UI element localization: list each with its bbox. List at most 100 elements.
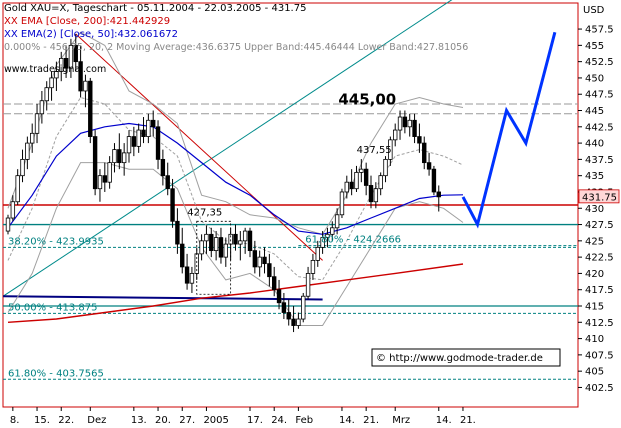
downtrend-trendline [75,33,323,261]
y-tick-label: 415 [585,302,604,313]
candle-body [330,227,335,235]
candle-body [373,188,379,203]
candle-body [175,220,180,245]
uptrend-trendline [2,0,453,297]
y-tick-label: 435 [585,171,604,182]
candle-body [150,119,156,128]
candle-body [412,119,417,137]
candle-body [189,273,195,284]
candle-body [204,233,209,242]
candle-body [359,168,364,173]
candle-body [339,191,345,216]
candle-body [392,129,398,141]
candle-body [271,276,277,291]
candle-body [252,250,258,268]
candle-body [184,266,190,284]
candle-body [286,312,291,320]
candle-body [73,44,78,63]
candle-body [29,132,35,144]
candle-body [165,175,170,190]
candle-body [354,172,359,190]
candle-body [170,188,175,222]
candle-body [417,136,422,144]
fib-label: 61.80% - 403.7565 [8,368,104,379]
y-tick-label: 425 [585,236,604,247]
candle-body [78,61,83,92]
x-tick-label: 2005 [203,415,228,426]
candle-body [5,217,11,232]
candle-body [39,100,45,115]
y-tick-label: 402.5 [585,383,614,394]
candle-body [218,237,224,258]
y-tick-label: 437.5 [585,155,614,166]
candle-body [141,129,146,137]
candle-body [325,233,330,238]
candle-body [63,57,69,69]
copyright-text: © http://www.godmode-trader.de [376,353,543,364]
candle-body [146,119,151,137]
candle-body [233,233,238,245]
candle-body [383,158,388,177]
ema50-line [7,122,464,235]
fib-label: 50.00% - 413.875 [8,302,97,313]
y-tick-label: 405 [585,367,604,378]
candle-body [368,185,374,203]
candle-body [407,119,412,128]
candle-body [223,243,228,258]
candle-body [242,230,248,242]
candle-body [238,240,243,245]
y-tick-label: 457.5 [585,25,614,36]
x-tick-label: 20. [155,415,171,426]
candle-body [180,243,185,268]
candle-body [59,57,64,72]
candle-body [262,256,267,265]
candle-body [131,136,137,147]
candle-body [291,318,296,326]
candle-body [349,181,354,190]
y-tick-label: 412.5 [585,318,614,329]
candle-body [209,233,214,252]
ema50-legend: XX EMA(2) [Close, 50]:432.061672 [4,29,178,40]
candle-body [107,162,112,183]
y-tick-label: 455 [585,41,604,52]
candle-body [126,136,132,154]
candle-body [310,259,316,274]
bollinger-upper [7,31,464,235]
candle-body [68,44,74,69]
candle-body [213,237,219,252]
candle-body [402,116,408,128]
support-line [3,295,323,301]
candle-body [102,175,107,183]
x-tick-label: 22. [58,415,74,426]
annotation-label: 427,35 [187,207,222,218]
annotation-label: 445,00 [338,91,396,109]
y-tick-label: 450 [585,73,604,84]
candle-body [344,181,349,193]
y-tick-label: 420 [585,269,604,280]
projection-line [461,31,557,229]
x-tick-label: 24. [271,415,287,426]
last-price-label: 431.75 [582,192,617,203]
y-tick-label: 427.5 [585,220,614,231]
candle-body [25,142,30,160]
candle-body [267,263,272,278]
chart-title: Gold XAU=X, Tageschart - 05.11.2004 - 22… [4,3,307,14]
x-tick-label: 21. [460,415,476,426]
candle-body [121,152,127,164]
y-tick-label: 440 [585,139,604,150]
bollinger-legend: 0.000% - 456.75, 20, 2 Moving Average:43… [4,42,469,53]
candle-body [334,214,340,229]
currency-label: USD [583,5,605,16]
x-tick-label: 14. [339,415,355,426]
candle-body [88,80,93,137]
candle-body [431,168,437,193]
y-tick-label: 452.5 [585,57,614,68]
y-tick-label: 445 [585,106,604,117]
fib-label: 38.20% - 423.9935 [8,236,104,247]
candle-body [136,129,141,147]
x-tick-label: Feb [295,415,313,426]
candle-body [363,168,369,186]
x-tick-label: 21. [363,415,379,426]
annotation-label: 437,55 [357,145,392,156]
